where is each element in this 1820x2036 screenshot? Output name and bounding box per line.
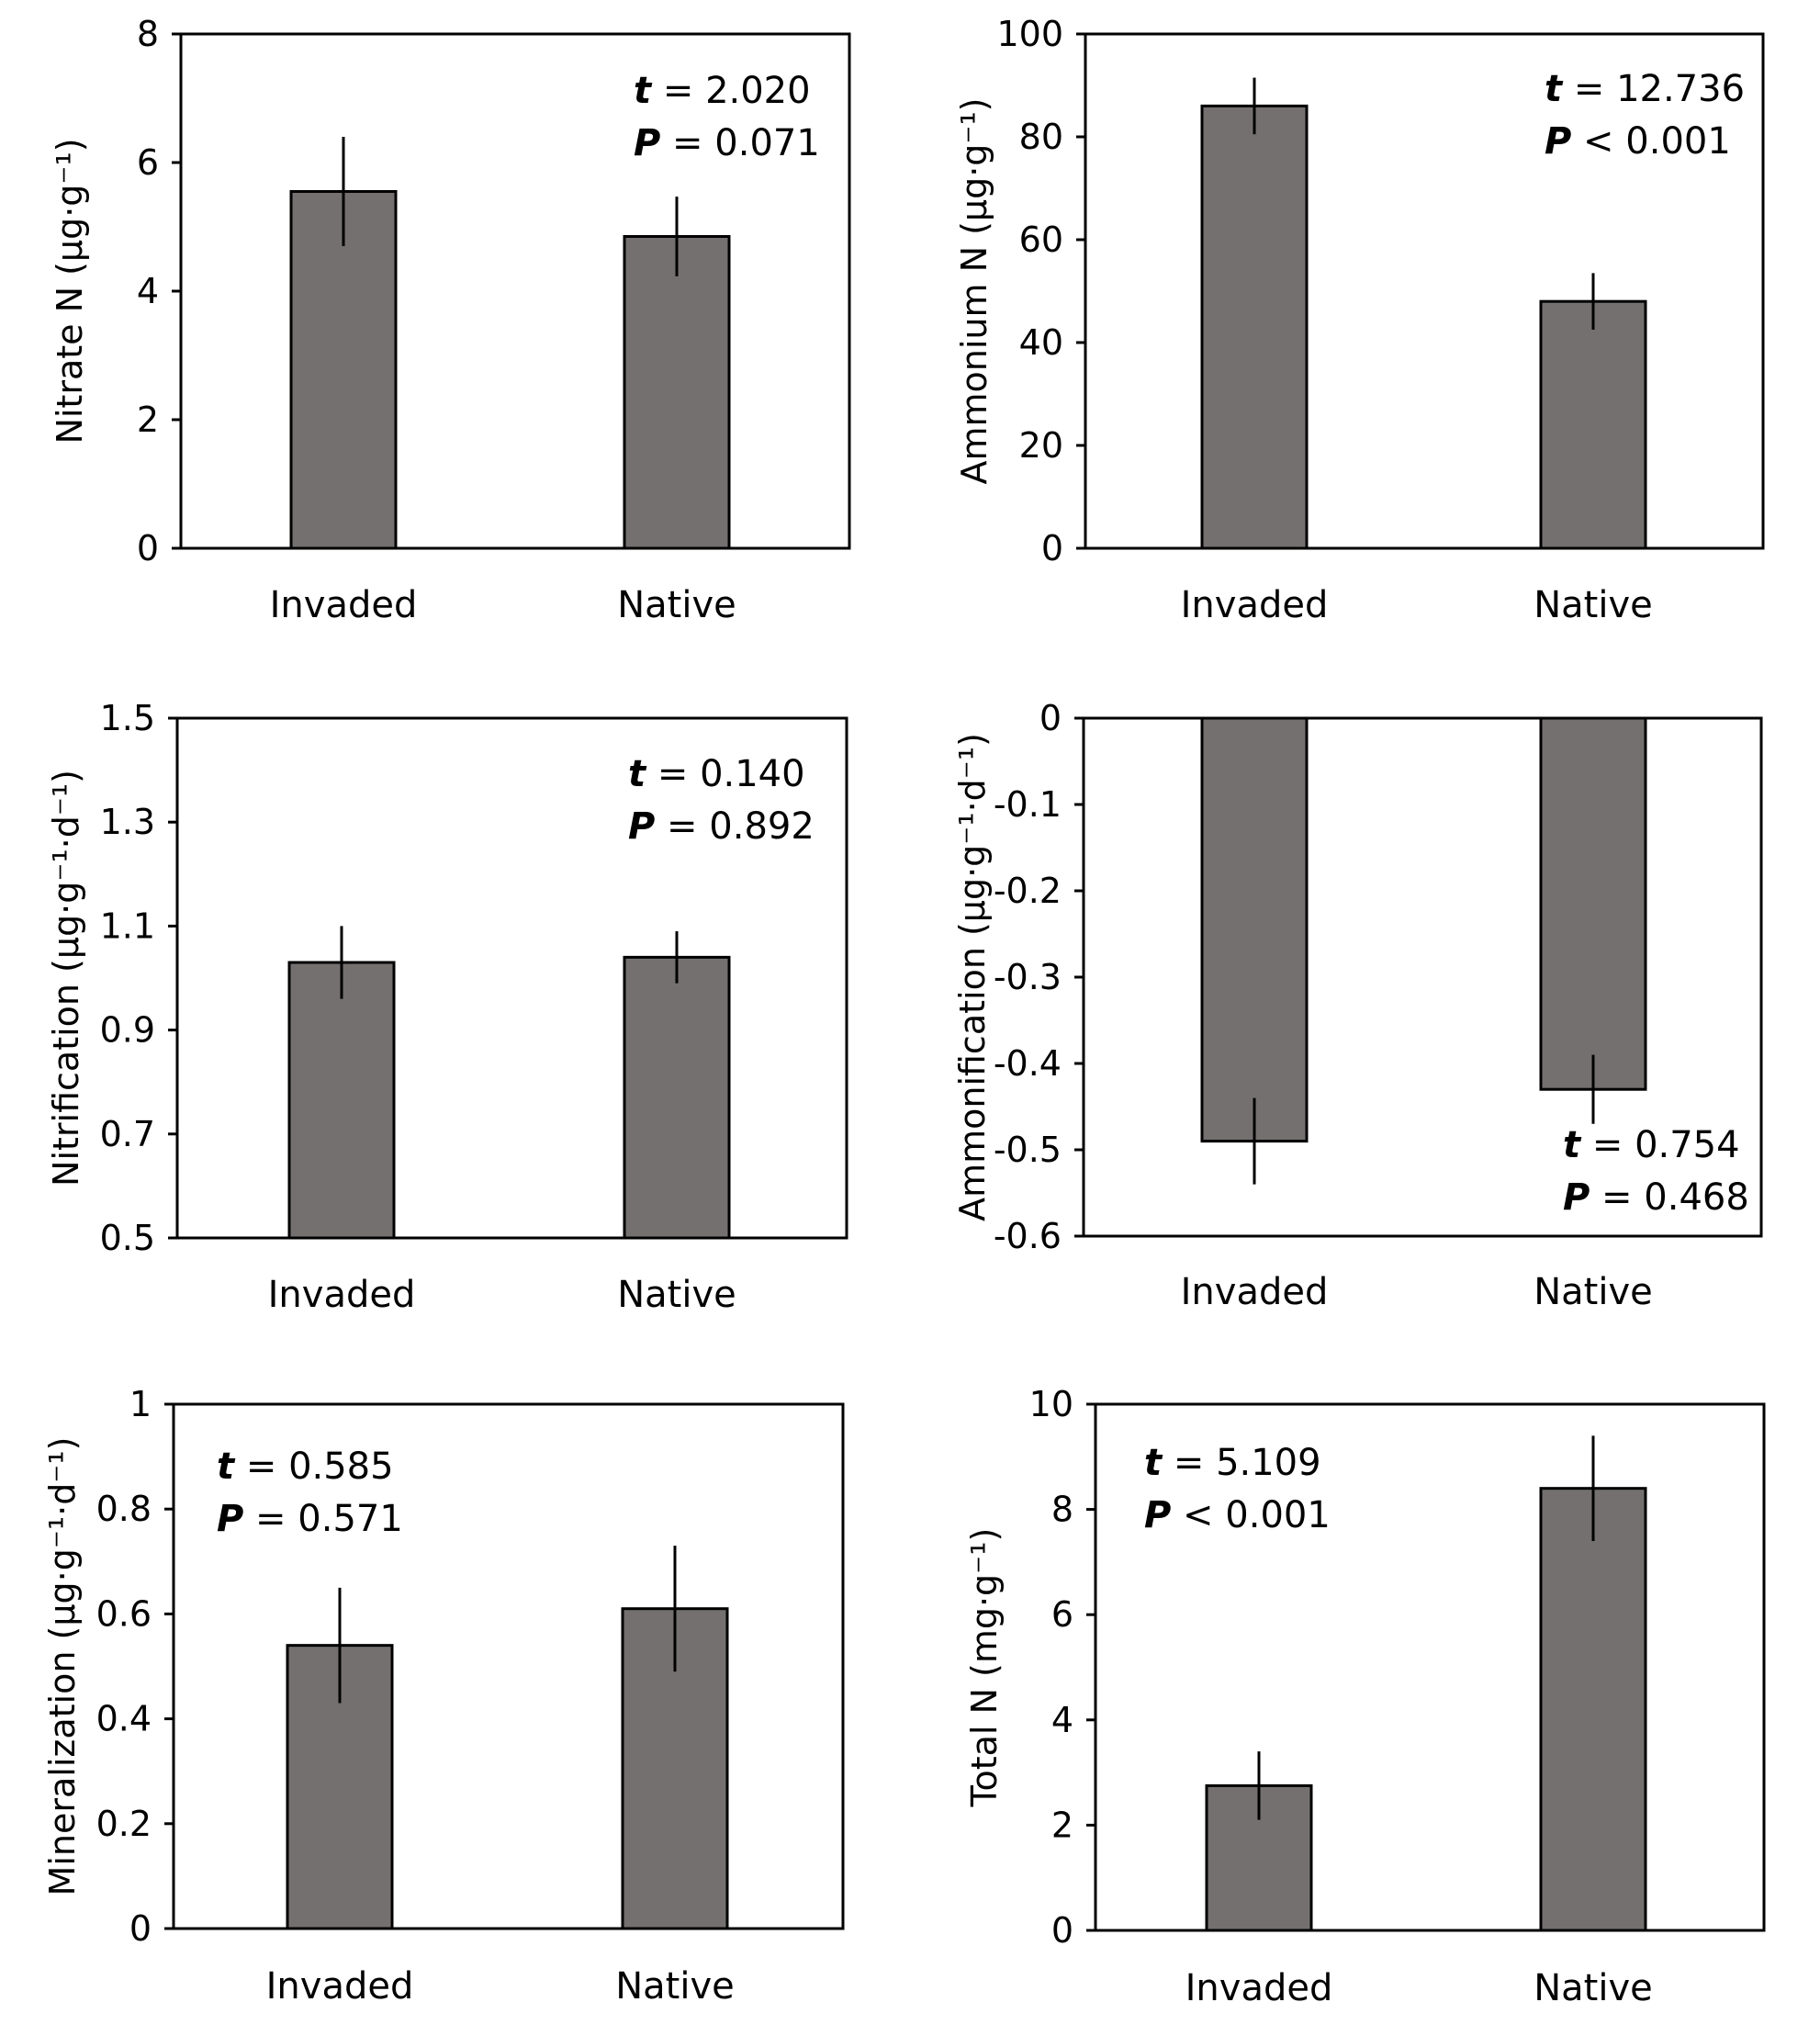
- y-axis-title: Total N (mg·g⁻¹): [964, 1528, 1005, 1808]
- y-tick-label: 0.8: [96, 1489, 152, 1529]
- y-axis-title: Nitrate N (µg·g⁻¹): [50, 138, 90, 444]
- y-axis-title: Ammonification (µg·g⁻¹·d⁻¹): [952, 733, 993, 1221]
- plot-frame: [1082, 716, 1763, 1238]
- y-tick-label: 0: [129, 1908, 152, 1949]
- y-tick-label: 1.5: [100, 698, 155, 738]
- plot-frame: [1094, 1402, 1766, 1932]
- category-label: Invaded: [266, 1965, 414, 2008]
- y-tick-label: 0.6: [96, 1593, 152, 1634]
- p-value: P = 0.468: [1563, 1176, 1749, 1219]
- bar-native: [1539, 716, 1647, 1091]
- y-tick-label: 1.3: [100, 802, 155, 842]
- y-tick-label: 0: [1051, 1910, 1073, 1951]
- category-label: Invaded: [1181, 584, 1329, 626]
- t-statistic: t = 2.020: [634, 70, 811, 112]
- t-statistic: t = 0.585: [217, 1445, 394, 1488]
- y-tick-label: 1: [129, 1384, 152, 1424]
- y-tick-label: 0.2: [96, 1804, 152, 1844]
- bar-invaded: [1200, 104, 1309, 550]
- y-tick-label: 0.4: [96, 1699, 152, 1739]
- category-label: Invaded: [1181, 1271, 1329, 1313]
- category-label: Native: [617, 1274, 736, 1316]
- chart-panel-2: 0 20 40 60 80 100 Invaded Native Ammonium N (µg·…: [954, 14, 1765, 626]
- category-label: Native: [615, 1965, 735, 2008]
- y-tick-label: -0.4: [994, 1043, 1062, 1084]
- bar-native: [623, 955, 731, 1240]
- bar-invaded: [289, 190, 398, 550]
- plot-frame: [175, 716, 848, 1240]
- p-value: P = 0.892: [628, 805, 815, 848]
- y-axis-title: Ammonium N (µg·g⁻¹): [954, 97, 994, 484]
- y-tick-label: 0: [1039, 698, 1062, 738]
- category-label: Invaded: [1185, 1967, 1333, 2009]
- y-tick-label: -0.2: [994, 871, 1062, 911]
- t-statistic: t = 0.754: [1563, 1124, 1740, 1166]
- y-tick-label: 100: [996, 14, 1063, 54]
- y-tick-label: 6: [137, 142, 159, 183]
- y-tick-label: 60: [1019, 219, 1063, 260]
- y-tick-label: 4: [1051, 1700, 1073, 1740]
- y-tick-label: -0.3: [994, 957, 1062, 997]
- category-label: Invaded: [268, 1274, 416, 1316]
- y-tick-label: 0.9: [100, 1010, 155, 1051]
- y-tick-label: 0.7: [100, 1114, 155, 1154]
- y-axis-title: Nitrification (µg·g⁻¹·d⁻¹): [46, 770, 86, 1187]
- y-tick-label: 2: [137, 399, 159, 440]
- p-value: P < 0.001: [1144, 1494, 1331, 1536]
- y-tick-label: 0.5: [100, 1218, 155, 1258]
- chart-panel-5: 0 0.2 0.4 0.6 0.8 1 Invaded Native Mineralizatio…: [42, 1384, 845, 2008]
- y-axis-title: Mineralization (µg·g⁻¹·d⁻¹): [42, 1437, 83, 1896]
- bar-invaded: [287, 961, 396, 1240]
- p-value: P < 0.001: [1545, 120, 1731, 163]
- chart-panel-3: 0.5 0.7 0.9 1.1 1.3 1.5 Invaded Native Nitrifica…: [46, 698, 848, 1316]
- y-tick-label: 2: [1051, 1805, 1073, 1845]
- y-tick-label: 1.1: [100, 906, 155, 946]
- bar-native: [1539, 299, 1647, 550]
- y-tick-label: 4: [137, 271, 159, 311]
- y-tick-label: 0: [137, 528, 159, 568]
- plot-frame: [1084, 32, 1765, 550]
- y-tick-label: 6: [1051, 1594, 1073, 1635]
- t-statistic: t = 12.736: [1545, 68, 1745, 110]
- category-label: Native: [1534, 584, 1653, 626]
- bar-native: [1539, 1487, 1647, 1932]
- y-tick-label: -0.1: [994, 784, 1062, 825]
- category-label: Invaded: [270, 584, 418, 626]
- chart-panel-6: 0 2 4 6 8 10 Invaded Native Total N (mg·g⁻¹) t = …: [964, 1384, 1766, 2009]
- y-tick-label: 8: [1051, 1490, 1073, 1530]
- p-value: P = 0.071: [634, 122, 820, 164]
- y-tick-label: 40: [1019, 322, 1063, 363]
- category-label: Native: [617, 584, 736, 626]
- t-statistic: t = 0.140: [628, 753, 805, 795]
- plot-frame: [179, 32, 851, 550]
- y-tick-label: -0.5: [994, 1130, 1062, 1170]
- bar-invaded: [1200, 716, 1309, 1143]
- t-statistic: t = 5.109: [1144, 1442, 1321, 1484]
- chart-panel-1: 0 2 4 6 8 Invaded Native Nitrate N (µg·g⁻¹) t = …: [50, 14, 851, 626]
- category-label: Native: [1534, 1967, 1653, 2009]
- y-tick-label: 80: [1019, 117, 1063, 157]
- p-value: P = 0.571: [217, 1498, 403, 1540]
- category-label: Native: [1534, 1271, 1653, 1313]
- y-tick-label: -0.6: [994, 1216, 1062, 1256]
- y-tick-label: 20: [1019, 425, 1063, 466]
- bar-native: [623, 235, 731, 550]
- y-tick-label: 10: [1029, 1384, 1073, 1424]
- y-tick-label: 8: [137, 14, 159, 54]
- chart-panel-4: 0 -0.1 -0.2 -0.3 -0.4 -0.5 -0.6 Invaded Native Am…: [952, 698, 1763, 1313]
- plot-frame: [172, 1402, 845, 1930]
- y-tick-label: 0: [1041, 528, 1063, 568]
